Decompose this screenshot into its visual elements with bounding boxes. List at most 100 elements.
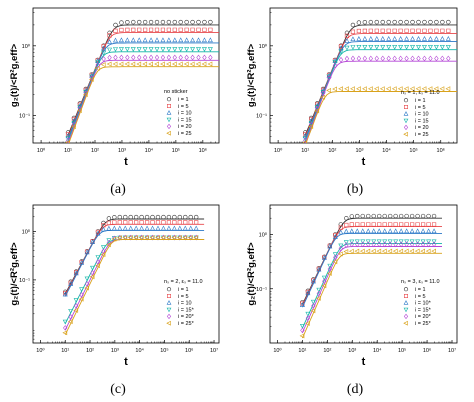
data-point [177, 61, 183, 67]
data-point [172, 220, 177, 225]
data-point [184, 54, 189, 61]
data-point [133, 235, 139, 241]
legend-marker [166, 287, 172, 292]
x-tick-label: 10¹ [64, 148, 72, 154]
data-point [178, 19, 183, 25]
data-point [392, 248, 398, 254]
data-point [149, 235, 155, 241]
data-point [62, 291, 68, 297]
data-point [77, 108, 82, 113]
data-point [344, 33, 350, 38]
legend-label: i = 25 [415, 132, 429, 138]
data-point [398, 239, 404, 245]
x-tick-label: 10⁶ [423, 347, 431, 354]
data-point [123, 220, 128, 225]
data-point [137, 27, 142, 32]
data-point [422, 55, 427, 62]
plot-frame [32, 204, 220, 344]
data-point [62, 319, 68, 325]
data-point [377, 222, 382, 227]
data-point [410, 222, 415, 227]
data-point [316, 287, 322, 293]
caption-4: (d) [347, 382, 364, 397]
data-point [365, 239, 371, 245]
data-point [177, 225, 183, 231]
data-point [68, 314, 73, 320]
data-point [100, 62, 106, 68]
data-point [112, 215, 117, 220]
plot-frame [269, 204, 458, 344]
data-point [360, 241, 365, 248]
data-point [398, 248, 404, 254]
data-point [101, 50, 107, 56]
data-point [428, 55, 433, 62]
x-tick-label: 10¹ [61, 348, 69, 354]
data-point [101, 45, 107, 51]
data-point [90, 265, 95, 271]
data-point [118, 61, 124, 67]
data-point [344, 242, 349, 248]
data-point [139, 214, 144, 220]
data-point [196, 19, 201, 25]
x-tick-label: 10⁴ [382, 147, 391, 154]
data-point [343, 240, 349, 245]
data-point [356, 20, 362, 25]
data-point [117, 225, 123, 231]
data-point [422, 36, 427, 41]
legend-label: i = 25* [415, 321, 432, 327]
data-point [208, 27, 213, 32]
x-tick-label: 10⁶ [185, 347, 193, 354]
data-point [404, 222, 409, 227]
data-point [136, 37, 142, 43]
y-axis-label: g₂(t)/<R²g,eff> [9, 43, 20, 107]
data-point [128, 220, 133, 225]
data-point [316, 266, 322, 272]
data-point [148, 19, 154, 25]
data-point [137, 19, 142, 25]
y-tick-label: 10⁻¹ [19, 278, 30, 284]
data-point [373, 86, 379, 92]
data-point [79, 259, 85, 265]
data-point [431, 248, 436, 254]
data-point [374, 28, 379, 33]
data-point [130, 61, 136, 67]
data-point [124, 47, 130, 52]
data-point [404, 241, 409, 248]
series-line-2 [304, 33, 457, 138]
legend-label: i = 20* [415, 314, 432, 320]
data-point [410, 19, 415, 25]
data-point [155, 225, 161, 231]
data-point [160, 235, 166, 241]
legend-marker [167, 294, 171, 298]
data-point [311, 303, 316, 309]
data-point [420, 239, 426, 245]
data-point [172, 37, 178, 43]
data-point [190, 27, 195, 32]
data-point [414, 248, 420, 254]
legend-label: i = 25* [178, 321, 195, 327]
data-point [386, 36, 392, 41]
data-point [415, 86, 421, 92]
data-point [124, 61, 130, 67]
data-point [208, 19, 213, 25]
data-point [178, 54, 183, 61]
data-point [380, 19, 385, 25]
data-point [404, 55, 409, 62]
data-point [94, 65, 100, 71]
data-point [144, 214, 150, 220]
data-point [446, 19, 451, 25]
data-point [404, 28, 409, 33]
data-point [327, 270, 332, 276]
data-point [338, 243, 344, 249]
data-point [188, 220, 193, 225]
data-point [188, 235, 194, 241]
data-point [73, 270, 79, 276]
data-point [446, 28, 451, 33]
data-point [160, 61, 165, 67]
data-point [107, 33, 112, 38]
data-point [386, 44, 392, 50]
x-tick-label: 10⁴ [373, 347, 382, 354]
data-point [130, 47, 136, 52]
legend-label: i = 25 [178, 131, 192, 137]
